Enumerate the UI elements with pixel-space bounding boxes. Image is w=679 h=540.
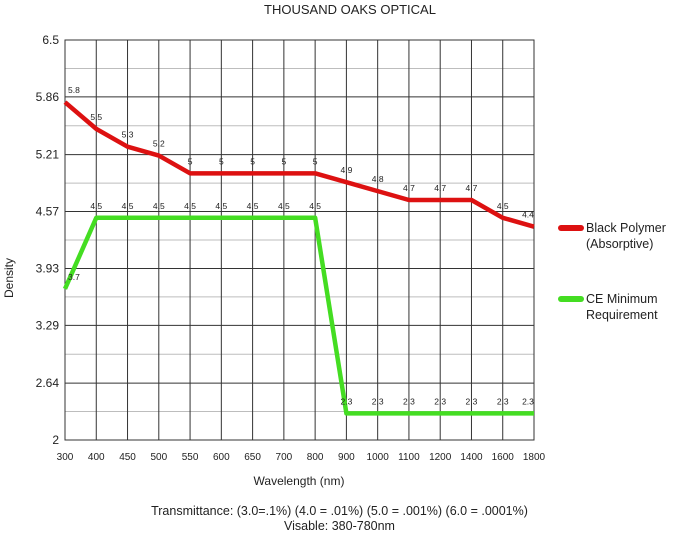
series-line (62, 215, 534, 416)
data-label: 4.5 (184, 201, 196, 211)
data-label: 5 (313, 156, 318, 166)
legend: Black Polymer (Absorptive) CE Minimum Requi… (558, 221, 666, 322)
y-tick-label: 4.57 (36, 205, 60, 219)
grid-lines (64, 39, 535, 441)
data-label: 4.5 (90, 201, 102, 211)
data-label: 4.4 (522, 210, 534, 220)
x-tick-label: 550 (182, 452, 199, 463)
transmittance-note: Transmittance: (3.0=.1%) (4.0 = .01%) (5… (151, 504, 528, 518)
legend-label: (Absorptive) (586, 237, 653, 251)
x-tick-label: 1100 (398, 452, 420, 463)
x-tick-label: 300 (57, 452, 74, 463)
data-label: 2.3 (497, 396, 509, 406)
data-label: 2.3 (340, 396, 352, 406)
x-tick-label: 700 (276, 452, 293, 463)
x-tick-label: 650 (244, 452, 261, 463)
data-label: 2.3 (372, 396, 384, 406)
data-label: 4.5 (247, 201, 259, 211)
y-axis-title: Density (2, 258, 16, 298)
data-label: 5.3 (122, 130, 134, 140)
data-label: 5.8 (68, 85, 80, 95)
x-tick-label: 1200 (429, 452, 452, 463)
x-tick-label: 500 (150, 452, 167, 463)
data-label: 4.5 (278, 201, 290, 211)
data-label: 4.9 (340, 165, 352, 175)
x-tick-label: 450 (119, 452, 136, 463)
data-label: 4.5 (497, 201, 509, 211)
data-label: 4.5 (122, 201, 134, 211)
data-label: 4.5 (309, 201, 321, 211)
x-tick-label: 900 (338, 452, 355, 463)
data-label: 5 (250, 156, 255, 166)
y-tick-label: 5.21 (36, 148, 60, 162)
x-axis-title: Wavelength (nm) (254, 474, 345, 488)
data-label: 4.7 (434, 183, 446, 193)
x-tick-label: 600 (213, 452, 230, 463)
data-label: 4.5 (215, 201, 227, 211)
y-tick-label: 5.86 (36, 90, 60, 104)
y-tick-label: 2.64 (36, 376, 60, 390)
data-label: 4.7 (466, 183, 478, 193)
axes: 2 2.64 3.29 3.93 4.57 5.21 5.86 6.5 300 400 450 500… (36, 33, 546, 463)
x-tick-label: 1600 (492, 452, 515, 463)
data-labels: 5.8 5.5 5.3 5.2 5 5 5 5 5 4.9 4.8 4.7 4.7 4.7 4.5 4.4 3.… (68, 85, 534, 406)
visible-range-note: Visable: 380-780nm (284, 519, 395, 533)
data-label: 5 (281, 156, 286, 166)
y-tick-label: 3.93 (36, 261, 60, 275)
legend-label: CE Minimum (586, 292, 658, 306)
y-tick-label: 6.5 (42, 33, 59, 47)
data-label: 5 (219, 156, 224, 166)
data-label: 2.3 (466, 396, 478, 406)
y-tick-label: 2 (52, 433, 59, 447)
data-label: 4.8 (372, 174, 384, 184)
x-tick-label: 1400 (460, 452, 483, 463)
x-tick-label: 800 (307, 452, 324, 463)
data-label: 4.7 (403, 183, 415, 193)
legend-label: Requirement (586, 308, 658, 322)
x-tick-label: 400 (88, 452, 105, 463)
legend-label: Black Polymer (586, 221, 666, 235)
data-label: 2.3 (434, 396, 446, 406)
x-tick-label: 1000 (367, 452, 390, 463)
series-line (63, 100, 535, 229)
plot-border (64, 39, 535, 441)
chart-title: THOUSAND OAKS OPTICAL (264, 2, 436, 17)
data-label: 2.3 (522, 396, 534, 406)
data-label: 5.2 (153, 139, 165, 149)
data-label: 2.3 (403, 396, 415, 406)
data-label: 5.5 (90, 112, 102, 122)
y-tick-label: 3.29 (36, 318, 60, 332)
data-label: 4.5 (153, 201, 165, 211)
series-lines (62, 100, 535, 416)
data-label: 5 (188, 156, 193, 166)
data-label: 3.7 (68, 272, 80, 282)
x-tick-label: 1800 (523, 452, 546, 463)
